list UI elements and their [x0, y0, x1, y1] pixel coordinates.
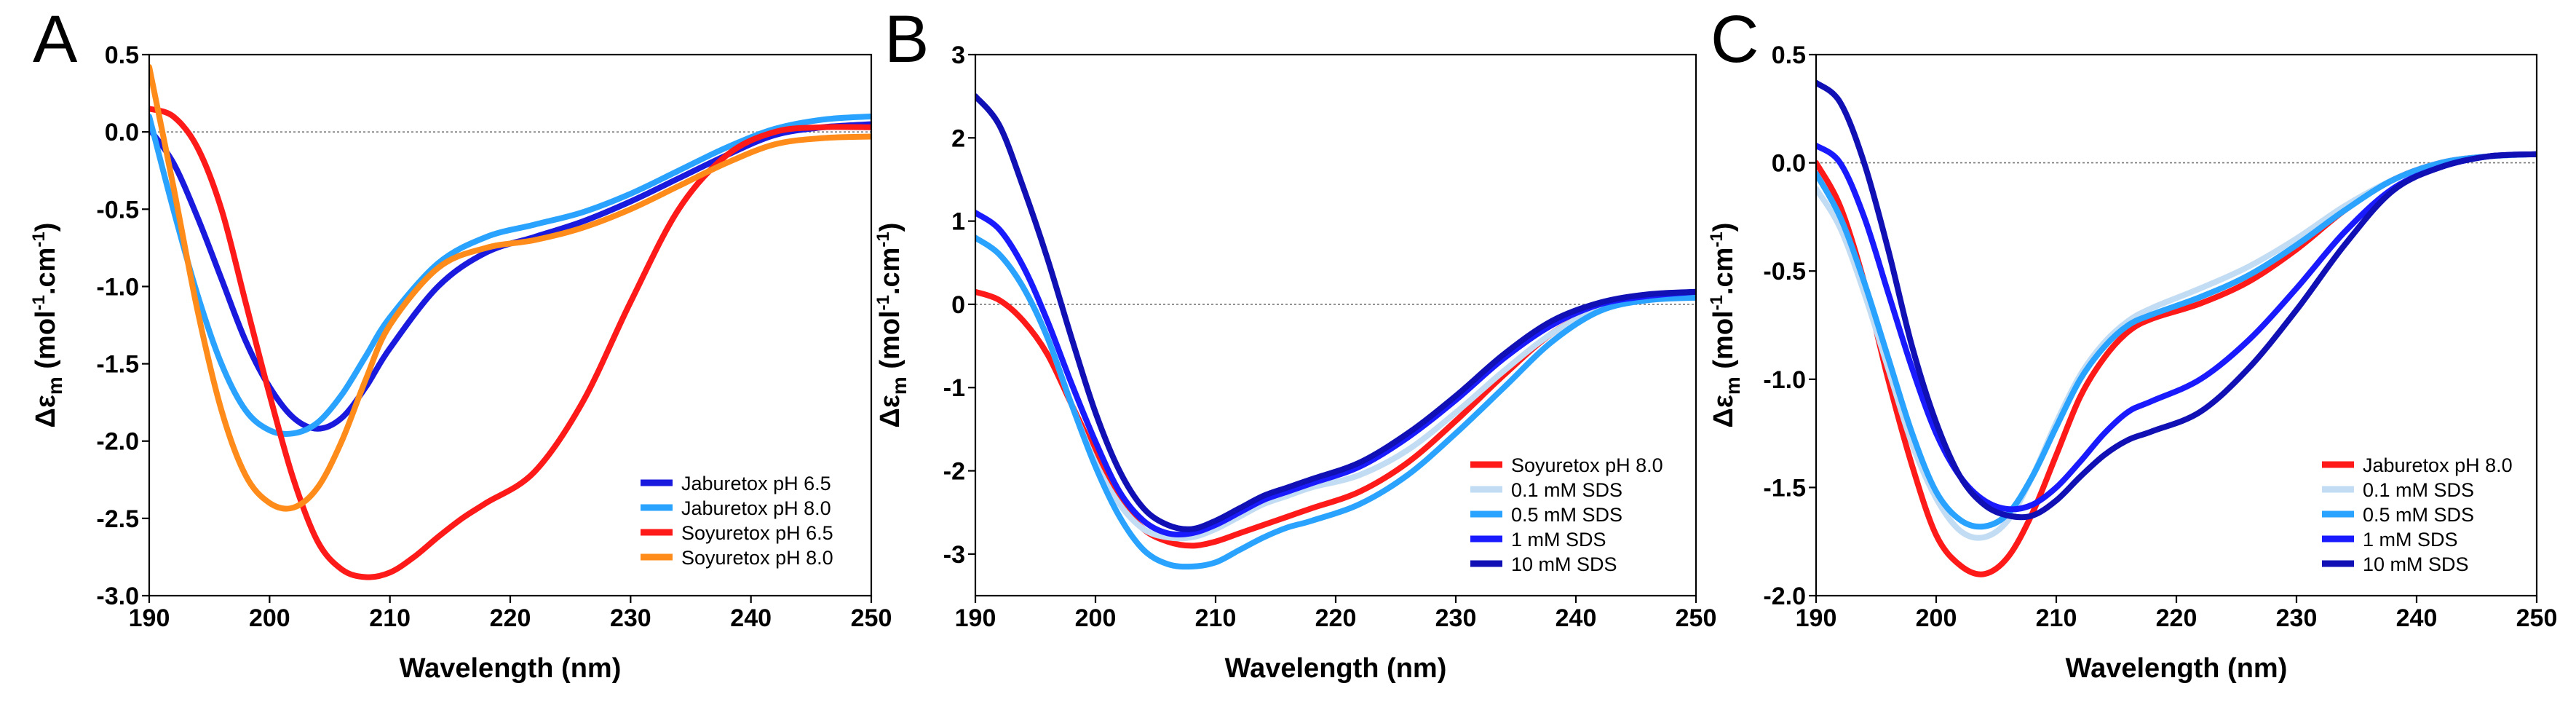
- x-tick-label: 240: [1555, 604, 1597, 632]
- x-tick-label: 250: [2516, 604, 2558, 632]
- series-line-0: [149, 121, 871, 432]
- x-tick-label: 200: [1075, 604, 1117, 632]
- y-tick-label: -3.0: [96, 583, 139, 610]
- x-tick-label: 220: [2156, 604, 2197, 632]
- x-tick-label: 220: [490, 604, 531, 632]
- y-tick-label: -0.5: [96, 196, 139, 224]
- x-tick-label: 250: [851, 604, 892, 632]
- y-axis-title: Δεm (mol-1.cm-1): [29, 223, 66, 428]
- x-tick-label: 210: [1195, 604, 1237, 632]
- series-line-2: [1816, 151, 2537, 530]
- legend-label: 0.1 mM SDS: [2363, 479, 2474, 501]
- series-line-2: [149, 106, 871, 580]
- x-tick-label: 190: [1796, 604, 1837, 632]
- legend-label: 10 mM SDS: [2363, 553, 2469, 575]
- y-tick-label: -1: [943, 374, 965, 402]
- x-tick-label: 190: [955, 604, 996, 632]
- legend: Jaburetox pH 6.5 Jaburetox pH 8.0 Soyureto…: [641, 473, 833, 569]
- legend-label: Soyuretox pH 8.0: [681, 547, 833, 569]
- legend-label: Soyuretox pH 6.5: [681, 522, 833, 544]
- series-line-1: [149, 113, 871, 437]
- panel-a: A 190 200 210 220 230 240 250 0.5 0.0 -0.5 -1.0 -1.5…: [29, 2, 892, 684]
- y-tick-label: 0.5: [1772, 42, 1806, 69]
- x-tick-label: 240: [2396, 604, 2438, 632]
- y-tick-label: 0.0: [105, 119, 139, 146]
- x-tick-label: 190: [129, 604, 170, 632]
- x-tick-label: 200: [249, 604, 290, 632]
- x-tick-label: 220: [1315, 604, 1357, 632]
- legend-label: 0.1 mM SDS: [1511, 479, 1622, 501]
- y-tick-label: 1: [951, 208, 965, 236]
- x-axis-title: Wavelength (nm): [400, 653, 622, 684]
- y-tick-label: -1.5: [1763, 474, 1806, 502]
- y-tick-label: 0.5: [105, 42, 139, 69]
- series-line-2: [975, 234, 1696, 570]
- legend-label: 10 mM SDS: [1511, 553, 1617, 575]
- panel-letter: C: [1711, 2, 1759, 76]
- panel-letter: B: [884, 2, 929, 76]
- y-tick-label: -2.5: [96, 505, 139, 533]
- y-tick-label: -2: [943, 458, 965, 486]
- x-tick-label: 230: [1435, 604, 1477, 632]
- panel-letter: A: [33, 2, 78, 76]
- y-axis-title: Δεm (mol-1.cm-1): [873, 223, 911, 428]
- y-tick-label: -1.0: [96, 273, 139, 301]
- legend-label: 0.5 mM SDS: [1511, 504, 1622, 526]
- x-tick-label: 230: [610, 604, 651, 632]
- x-tick-label: 230: [2276, 604, 2318, 632]
- x-tick-label: 210: [2036, 604, 2077, 632]
- legend: Soyuretox pH 8.0 0.1 mM SDS 0.5 mM SDS 1 mM…: [1470, 454, 1663, 575]
- y-tick-label: -1.5: [96, 351, 139, 379]
- legend-label: Jaburetox pH 8.0: [681, 497, 831, 519]
- x-axis-title: Wavelength (nm): [2066, 653, 2288, 684]
- y-tick-label: 3: [951, 42, 965, 69]
- x-tick-label: 200: [1916, 604, 1957, 632]
- y-tick-label: 2: [951, 125, 965, 152]
- y-tick-label: -2.0: [1763, 583, 1806, 610]
- legend-label: 1 mM SDS: [1511, 529, 1606, 551]
- legend-label: 0.5 mM SDS: [2363, 504, 2474, 526]
- y-tick-label: -3: [943, 541, 965, 569]
- series-line-4: [1816, 79, 2537, 521]
- y-axis-title: Δεm (mol-1.cm-1): [1707, 223, 1744, 428]
- x-tick-label: 210: [369, 604, 411, 632]
- legend-label: 1 mM SDS: [2363, 529, 2458, 551]
- y-tick-label: -2.0: [96, 428, 139, 456]
- series-line-3: [1816, 142, 2537, 513]
- legend: Jaburetox pH 8.0 0.1 mM SDS 0.5 mM SDS 1 mM…: [2322, 454, 2513, 575]
- panel-c: C 190 200 210 220 230 240 250 0.5 0.0 -0.5 -1.0 -1.5…: [1707, 2, 2557, 684]
- legend-label: Soyuretox pH 8.0: [1511, 454, 1663, 476]
- x-tick-label: 250: [1676, 604, 1717, 632]
- series-line-3: [975, 210, 1696, 538]
- x-tick-label: 240: [730, 604, 772, 632]
- y-tick-label: -0.5: [1763, 258, 1806, 285]
- series-line-3: [149, 63, 871, 512]
- y-tick-label: 0: [951, 291, 965, 319]
- legend-label: Jaburetox pH 6.5: [681, 473, 831, 494]
- x-axis-title: Wavelength (nm): [1225, 653, 1447, 684]
- legend-label: Jaburetox pH 8.0: [2363, 454, 2513, 476]
- y-tick-label: 0.0: [1772, 150, 1806, 178]
- series-line-4: [975, 93, 1696, 532]
- y-tick-label: -1.0: [1763, 366, 1806, 394]
